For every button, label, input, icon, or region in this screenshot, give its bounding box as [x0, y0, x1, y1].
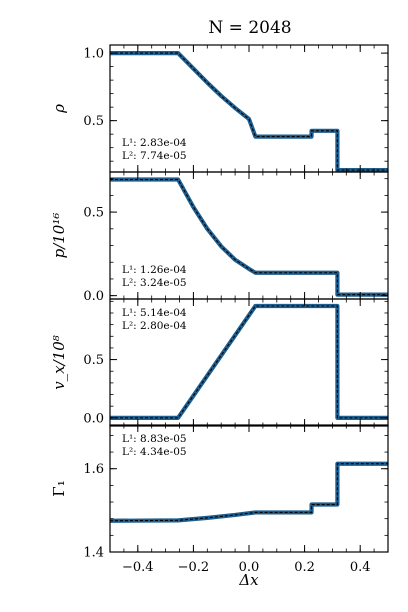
error-label: L¹: 1.26e-04: [122, 264, 187, 276]
y-tick-label: 0.5: [83, 114, 104, 129]
figure-title: N = 2048: [208, 18, 291, 38]
x-tick-label: −0.4: [122, 560, 154, 575]
y-axis-label: ρ: [50, 104, 68, 114]
x-tick-label: −0.2: [178, 560, 210, 575]
y-axis-label: v_x/10⁸: [50, 335, 68, 390]
exact-line-panel-3: [110, 305, 388, 419]
y-tick-label: 0.0: [83, 411, 104, 426]
y-tick-label: 1.0: [83, 47, 104, 62]
y-axis-label: Γ₁: [50, 480, 68, 496]
error-label: L¹: 2.83e-04: [122, 137, 187, 149]
exact-line-panel-4: [110, 463, 388, 522]
y-tick-label: 1.4: [83, 546, 104, 561]
error-label: L¹: 8.83e-05: [122, 433, 187, 445]
exact-line-panel-1: [110, 52, 388, 171]
error-label: L²: 2.80e-04: [122, 320, 187, 332]
error-label: L²: 3.24e-05: [122, 277, 187, 289]
exact-line-panel-2: [110, 178, 388, 296]
x-tick-label: 0.4: [350, 560, 371, 575]
numerical-line-panel-4: [110, 461, 388, 523]
y-tick-label: 1.6: [83, 462, 104, 477]
x-axis-label: Δx: [238, 571, 259, 589]
error-label: L²: 4.34e-05: [122, 446, 187, 458]
x-tick-label: 0.0: [239, 560, 260, 575]
y-tick-label: 0.5: [83, 206, 104, 221]
error-label: L²: 7.74e-05: [122, 150, 187, 162]
y-axis-label: p/10¹⁶: [50, 213, 68, 259]
x-tick-label: 0.2: [294, 560, 315, 575]
y-tick-label: 0.5: [83, 353, 104, 368]
error-label: L¹: 5.14e-04: [122, 307, 187, 319]
y-tick-label: 0.0: [83, 289, 104, 304]
